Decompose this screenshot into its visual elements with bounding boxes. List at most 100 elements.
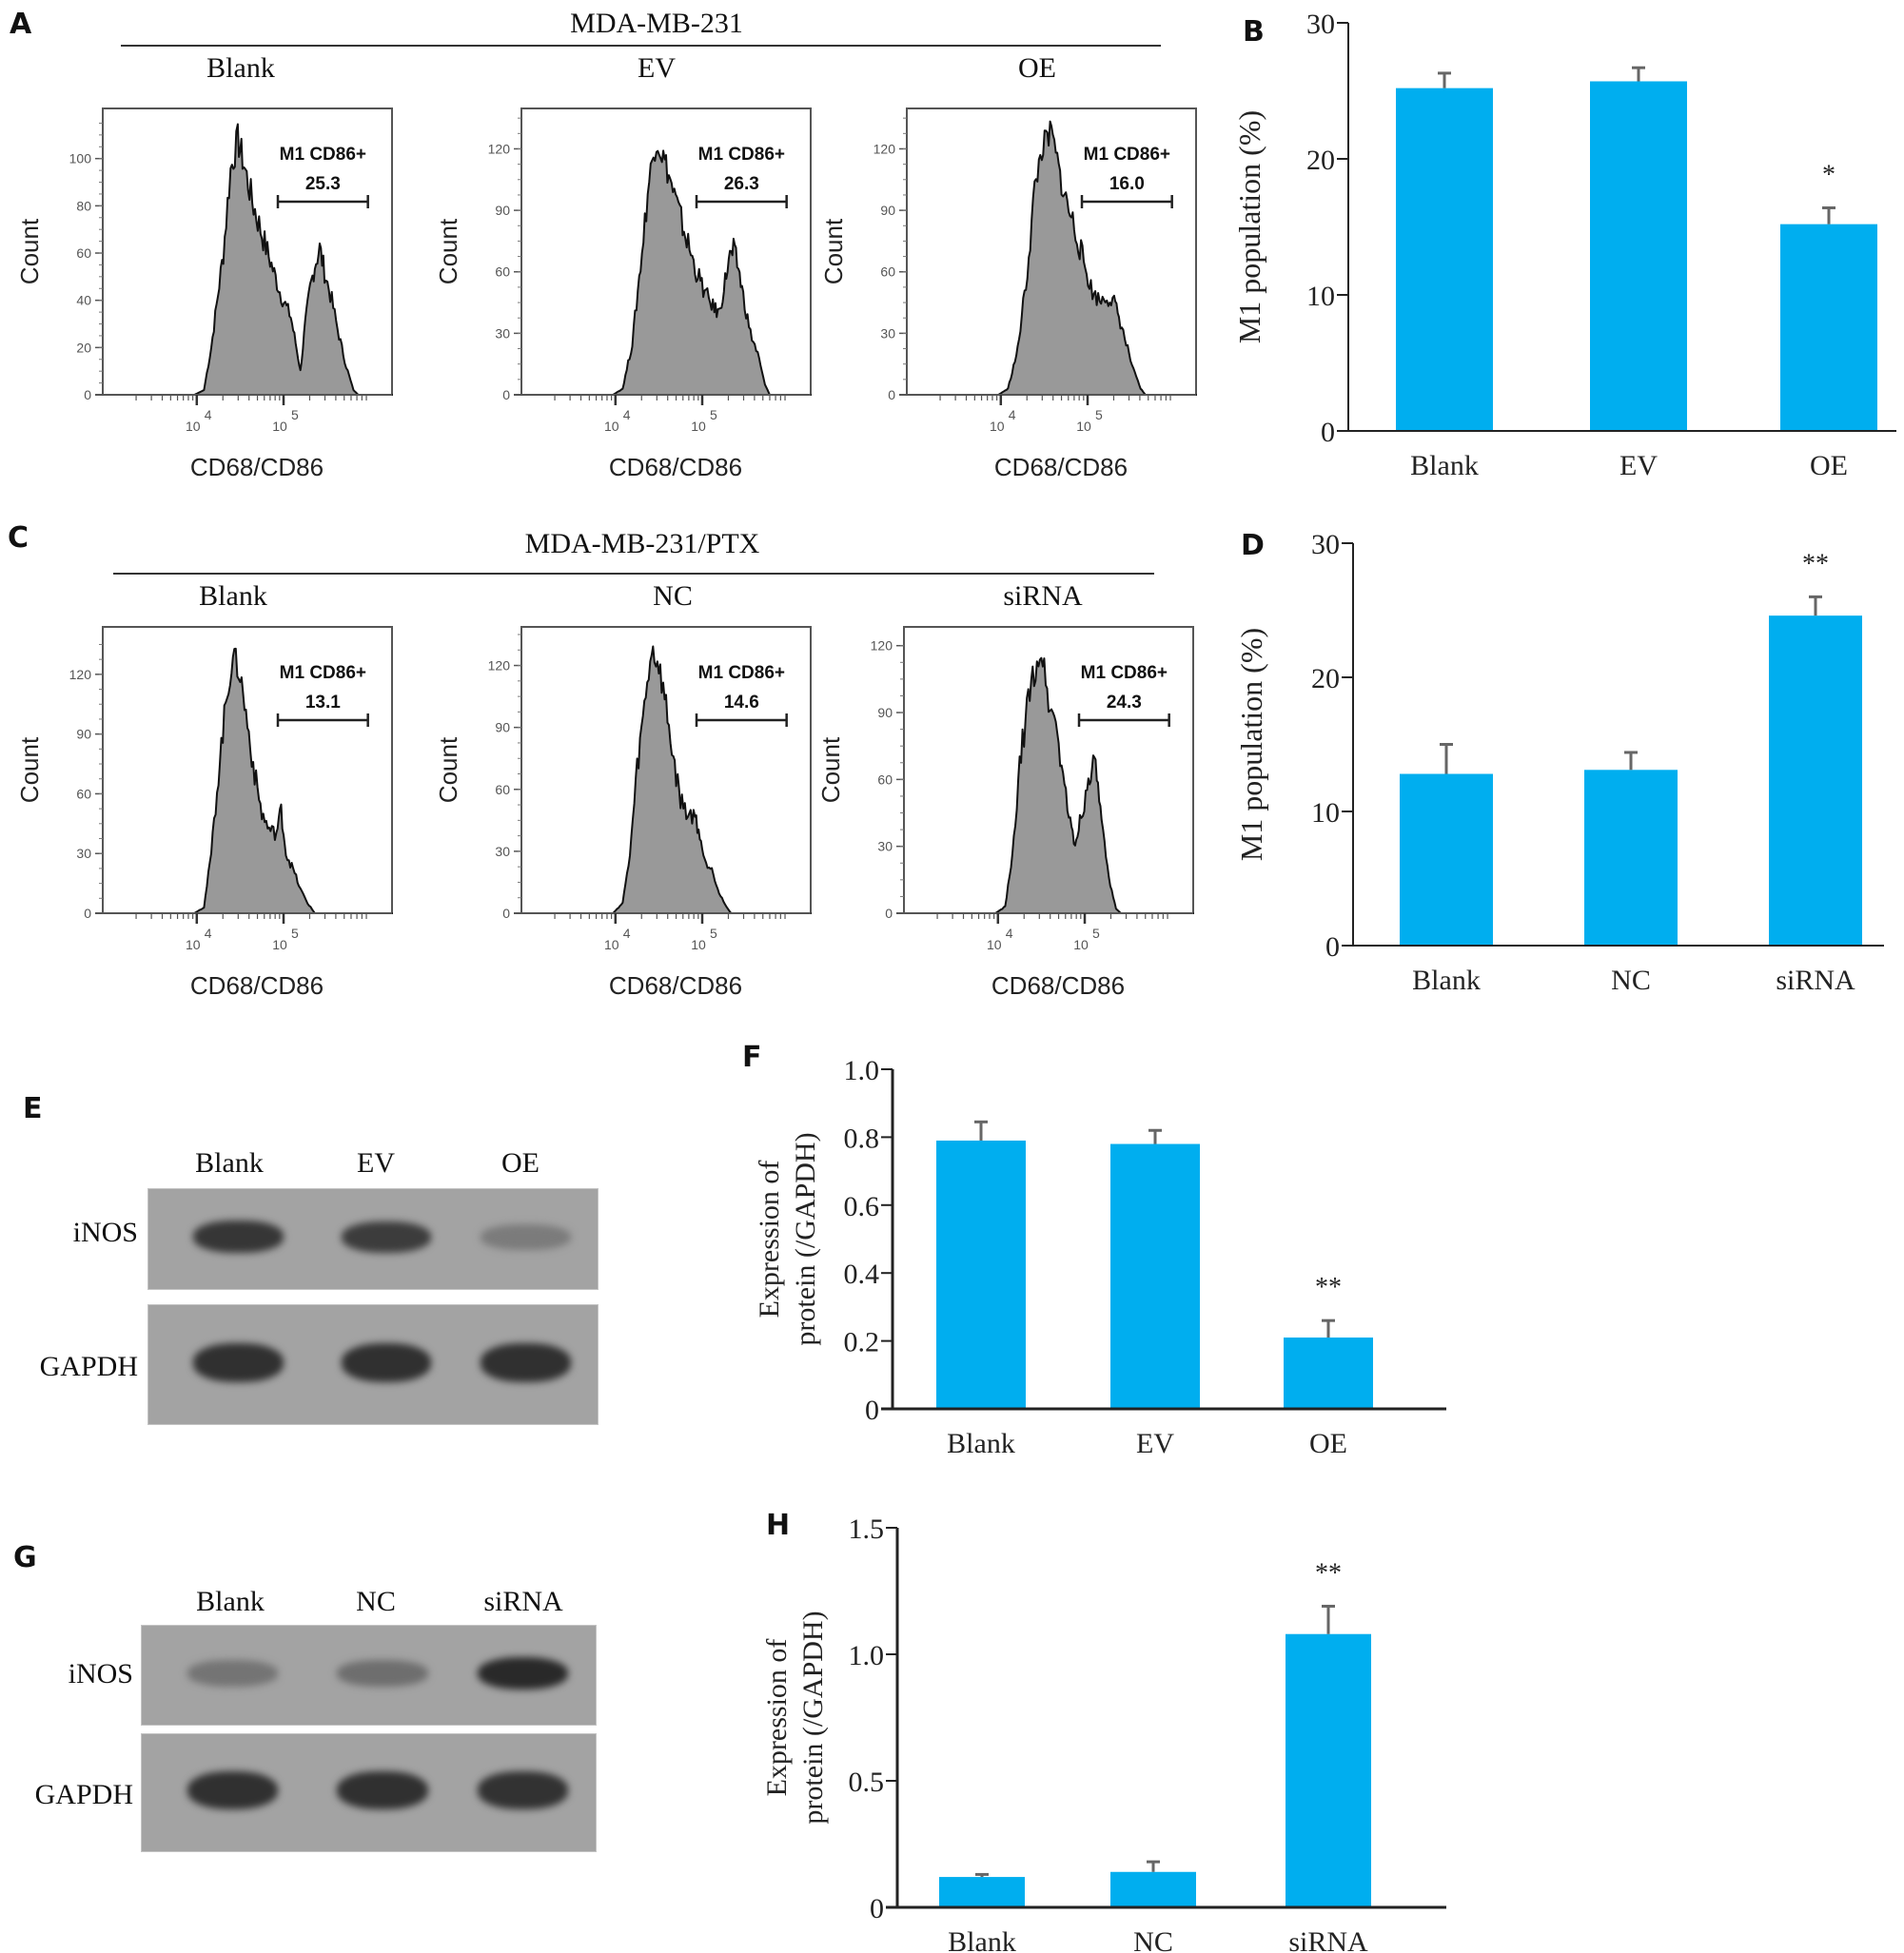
- bar-blank: [1400, 773, 1493, 946]
- y-tick-label: 120: [488, 658, 511, 674]
- x-tick-label-exp: 5: [291, 407, 299, 422]
- x-tick-label-exp: 5: [710, 407, 717, 422]
- y-tick-label: 120: [871, 638, 893, 654]
- gate-label: M1 CD86+: [698, 663, 785, 683]
- x-tick-label: Blank: [947, 1428, 1015, 1459]
- bar-sirna: [1769, 615, 1862, 946]
- blot-row-label-inos: iNOS: [72, 1217, 138, 1248]
- blot-strip-inos: [147, 1188, 599, 1290]
- y-axis-label: M1 population (%): [1234, 628, 1268, 861]
- y-tick-label: 0.8: [844, 1123, 880, 1154]
- blot-band: [481, 1223, 571, 1250]
- gate-value: 16.0: [1109, 174, 1145, 194]
- panel-letter-e: E: [23, 1092, 43, 1125]
- blot-band: [341, 1221, 432, 1253]
- gate-value: 24.3: [1107, 693, 1142, 713]
- flow-condition-label: OE: [1018, 52, 1056, 84]
- y-axis-label-line2: protein (/GAPDH): [790, 1132, 821, 1345]
- flow-condition-label: siRNA: [1003, 580, 1083, 612]
- histogram-area: [903, 656, 1194, 914]
- y-tick-label: 0: [865, 1395, 879, 1426]
- y-tick-label: 90: [495, 720, 510, 735]
- bar-blank: [939, 1877, 1025, 1907]
- x-tick-label-exp: 5: [291, 926, 299, 941]
- y-axis-label: Count: [15, 218, 44, 284]
- y-axis-label: Count: [434, 736, 462, 803]
- y-tick-label: 1.5: [849, 1514, 885, 1545]
- x-tick-label-exp: 4: [623, 407, 631, 422]
- y-axis-label: M1 population (%): [1232, 110, 1266, 343]
- blot-lane-label: OE: [501, 1147, 540, 1179]
- blot-band: [186, 1770, 279, 1810]
- flow-histogram-c-nc: 0 30 60 90 120 10 4 10 5 M1 CD86+ 14.6 Count CD68/CD…: [434, 626, 812, 1000]
- x-tick-label-base: 10: [1076, 419, 1091, 434]
- flow-condition-label: Blank: [206, 52, 275, 84]
- x-tick-label: OE: [1309, 1428, 1347, 1459]
- x-tick-label: OE: [1810, 450, 1848, 481]
- y-tick-label: 60: [76, 786, 91, 801]
- x-axis-label: CD68/CD86: [190, 971, 324, 1000]
- bar-oe: [1284, 1338, 1373, 1409]
- y-tick-label: 0: [870, 1893, 884, 1924]
- x-tick-label-base: 10: [990, 419, 1005, 434]
- y-tick-label: 0.4: [844, 1259, 880, 1290]
- histogram-area: [102, 647, 393, 914]
- x-tick-label-base: 10: [604, 419, 619, 434]
- y-axis-label: Count: [15, 736, 44, 803]
- blot-lane-label: Blank: [195, 1147, 264, 1179]
- y-tick-label: 40: [76, 293, 91, 308]
- blot-band: [186, 1660, 279, 1687]
- gate-value: 14.6: [724, 693, 759, 713]
- x-tick-label-base: 10: [604, 937, 619, 952]
- blot-lane-label: NC: [356, 1586, 396, 1617]
- blot-band: [481, 1342, 571, 1382]
- bar-blank: [936, 1140, 1026, 1409]
- x-tick-label: siRNA: [1288, 1926, 1368, 1953]
- x-axis-label: CD68/CD86: [994, 453, 1128, 481]
- flow-condition-label: NC: [653, 580, 693, 612]
- x-tick-label-exp: 5: [1092, 926, 1100, 941]
- group-title-c: MDA-MB-231/PTX: [524, 528, 760, 559]
- x-tick-label: NC: [1611, 965, 1651, 996]
- x-tick-label-exp: 4: [1009, 407, 1016, 422]
- x-tick-label-base: 10: [691, 419, 706, 434]
- x-tick-label-base: 10: [272, 419, 287, 434]
- y-tick-label: 30: [1306, 9, 1335, 40]
- y-tick-label: 30: [880, 325, 895, 341]
- bar-nc: [1110, 1871, 1196, 1907]
- y-tick-label: 20: [76, 340, 91, 355]
- y-axis-label: Count: [816, 736, 845, 803]
- group-title-a: MDA-MB-231: [570, 8, 743, 39]
- y-tick-label: 30: [877, 839, 893, 854]
- y-axis-label-line1: Expression of: [754, 1161, 785, 1318]
- y-axis-label-line1: Expression of: [761, 1639, 793, 1797]
- y-tick-label: 1.0: [844, 1055, 880, 1086]
- panel-letter-c: C: [8, 521, 29, 555]
- panel-letter-g: G: [13, 1541, 37, 1574]
- blot-band: [337, 1659, 428, 1687]
- panel-letter-b: B: [1243, 15, 1265, 49]
- x-tick-label-base: 10: [186, 937, 201, 952]
- y-tick-label: 60: [495, 782, 510, 797]
- y-tick-label: 0: [888, 387, 895, 402]
- y-axis-label: Count: [434, 218, 462, 284]
- x-tick-label-base: 10: [691, 937, 706, 952]
- x-tick-label: EV: [1619, 450, 1658, 481]
- bar-blank: [1396, 88, 1493, 431]
- significance-marker: *: [1822, 160, 1835, 189]
- x-axis-label: CD68/CD86: [609, 453, 742, 481]
- significance-marker: **: [1315, 1558, 1342, 1588]
- y-tick-label: 10: [1306, 281, 1335, 312]
- gate-value: 13.1: [305, 693, 341, 713]
- blot-band: [193, 1221, 284, 1254]
- bar-chart-f: 0 0.2 0.4 0.6 0.8 1.0 Blank EV ** OE Expression of…: [754, 1055, 1446, 1459]
- y-tick-label: 10: [1311, 797, 1340, 829]
- x-tick-label-base: 10: [987, 937, 1002, 952]
- x-tick-label-base: 10: [186, 419, 201, 434]
- y-tick-label: 30: [1311, 529, 1340, 560]
- y-tick-label: 0: [84, 906, 91, 921]
- bar-chart-b: 0 10 20 30 Blank EV * OE M1 population (%): [1232, 9, 1896, 481]
- bar-oe: [1780, 224, 1877, 431]
- x-tick-label-exp: 4: [205, 926, 212, 941]
